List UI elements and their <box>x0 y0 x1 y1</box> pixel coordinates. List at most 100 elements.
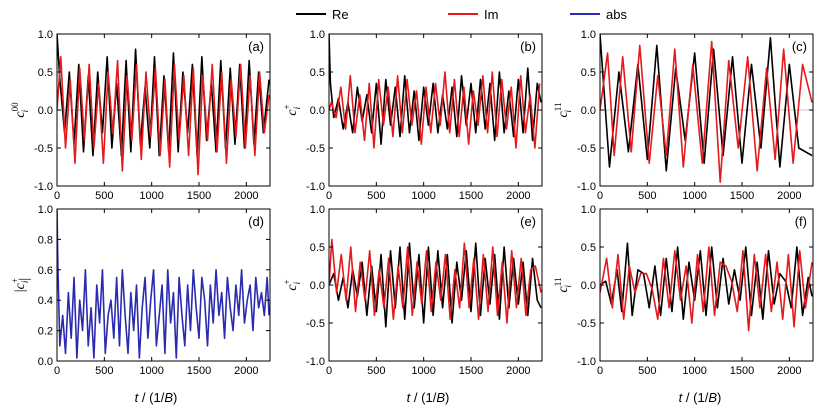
y-tick-label: 0.0 <box>581 105 596 117</box>
panel-label: (a) <box>248 39 264 54</box>
series-line-re <box>600 242 813 321</box>
y-tick-label: 1.0 <box>38 29 53 41</box>
y-tick-label: -1.0 <box>577 356 596 368</box>
y-tick-label: -1.0 <box>306 181 325 193</box>
x-tick-label: 2000 <box>777 365 801 377</box>
y-tick-label: 1.0 <box>310 29 325 41</box>
x-axis-label: t / (1/B) <box>407 390 450 405</box>
legend-label-re: Re <box>332 7 349 22</box>
panel-label: (e) <box>520 214 536 229</box>
x-tick-label: 500 <box>367 365 385 377</box>
panel-e: 0 500 1000 1500 2000 -1.0 -0.5 0.0 0.5 1.0 (e) c+i <box>282 204 543 377</box>
x-tick-label: 0 <box>54 190 60 202</box>
legend-item-abs: abs <box>570 7 627 22</box>
y-tick-label: -0.5 <box>306 143 325 155</box>
y-tick-label: -0.5 <box>306 318 325 330</box>
y-tick-label: -0.5 <box>577 143 596 155</box>
y-tick-label: 1.0 <box>38 204 53 216</box>
x-tick-label: 2000 <box>234 190 258 202</box>
y-axis-label: c11i <box>553 103 573 118</box>
series-line-re <box>329 242 542 328</box>
y-tick-label: 0.0 <box>581 280 596 292</box>
y-axis-label: c+i <box>282 104 302 115</box>
legend: Re Im abs <box>296 7 627 22</box>
x-tick-label: 1000 <box>682 365 706 377</box>
y-tick-label: 0.5 <box>38 67 53 79</box>
legend-item-im: Im <box>448 7 498 22</box>
panel-label: (f) <box>795 214 807 229</box>
y-tick-label: 0.0 <box>310 105 325 117</box>
y-tick-label: -1.0 <box>306 356 325 368</box>
x-tick-label: 500 <box>95 190 113 202</box>
x-tick-label: 0 <box>326 365 332 377</box>
x-tick-label: 1000 <box>411 365 435 377</box>
y-tick-label: -1.0 <box>577 181 596 193</box>
x-tick-label: 1500 <box>459 190 483 202</box>
x-tick-label: 1000 <box>139 365 163 377</box>
x-tick-label: 1500 <box>187 365 211 377</box>
x-tick-label: 0 <box>597 365 603 377</box>
x-tick-label: 1500 <box>730 190 754 202</box>
y-tick-label: 1.0 <box>581 29 596 41</box>
x-axis-label: t / (1/B) <box>135 390 178 405</box>
plot-frame <box>56 208 271 362</box>
y-tick-label: 0.5 <box>310 242 325 254</box>
y-tick-label: 1.0 <box>310 204 325 216</box>
y-tick-label: 0.8 <box>38 234 53 246</box>
y-axis-label: c+i <box>282 279 302 290</box>
series-line-re <box>57 34 270 157</box>
x-tick-label: 500 <box>638 190 656 202</box>
panel-f: 0 500 1000 1500 2000 -1.0 -0.5 0.0 0.5 1.0 (f) c11i <box>553 204 814 377</box>
y-tick-label: -1.0 <box>34 181 53 193</box>
panel-label: (d) <box>248 214 264 229</box>
x-tick-label: 0 <box>54 365 60 377</box>
y-tick-label: 0.0 <box>310 280 325 292</box>
y-tick-label: 0.5 <box>581 242 596 254</box>
y-tick-label: 0.0 <box>38 356 53 368</box>
y-axis-label: c00i <box>10 102 30 118</box>
x-axis-label: t / (1/B) <box>679 390 722 405</box>
x-tick-label: 500 <box>638 365 656 377</box>
x-tick-label: 0 <box>597 190 603 202</box>
y-tick-label: 0.5 <box>581 67 596 79</box>
x-tick-label: 1500 <box>459 365 483 377</box>
series-line-im <box>329 71 541 149</box>
x-tick-label: 1000 <box>682 190 706 202</box>
series-line-re <box>600 34 813 172</box>
x-tick-label: 2000 <box>506 190 530 202</box>
x-tick-label: 500 <box>367 190 385 202</box>
legend-label-abs: abs <box>606 7 627 22</box>
panel-label: (c) <box>792 39 807 54</box>
y-tick-label: -0.5 <box>577 318 596 330</box>
x-tick-label: 1500 <box>187 190 211 202</box>
panel-a: 0 500 1000 1500 2000 -1.0 -0.5 0.0 0.5 1.0 (a) c00i <box>10 29 271 202</box>
y-tick-label: 0.2 <box>38 326 53 338</box>
panel-b: 0 500 1000 1500 2000 -1.0 -0.5 0.0 0.5 1.0 (b) c+i <box>282 29 543 202</box>
legend-label-im: Im <box>484 7 498 22</box>
y-tick-label: 0.5 <box>310 67 325 79</box>
series-line-im <box>329 238 542 324</box>
series-line-abs <box>57 209 270 359</box>
x-tick-label: 2000 <box>234 365 258 377</box>
panel-d: 0 500 1000 1500 2000 0.0 0.2 0.4 0.6 0.8 1.0 (d) |c+… <box>10 204 271 377</box>
x-tick-label: 1000 <box>139 190 163 202</box>
x-tick-label: 1000 <box>411 190 435 202</box>
y-tick-label: 0.6 <box>38 265 53 277</box>
series-line-im <box>600 40 813 183</box>
legend-item-re: Re <box>296 7 349 22</box>
panel-label: (b) <box>520 39 536 54</box>
x-tick-label: 0 <box>326 190 332 202</box>
series-line-im <box>600 246 813 332</box>
series-line-im <box>57 55 270 176</box>
x-tick-label: 2000 <box>506 365 530 377</box>
y-tick-label: -0.5 <box>34 143 53 155</box>
y-axis-label: c11i <box>553 278 573 293</box>
y-tick-label: 0.4 <box>38 295 53 307</box>
y-tick-label: 0.0 <box>38 105 53 117</box>
x-tick-label: 1500 <box>730 365 754 377</box>
x-tick-label: 2000 <box>777 190 801 202</box>
y-axis-label: |c+i| <box>10 278 32 292</box>
panel-c: 0 500 1000 1500 2000 -1.0 -0.5 0.0 0.5 1.0 (c) c11i <box>553 29 814 202</box>
x-tick-label: 500 <box>95 365 113 377</box>
